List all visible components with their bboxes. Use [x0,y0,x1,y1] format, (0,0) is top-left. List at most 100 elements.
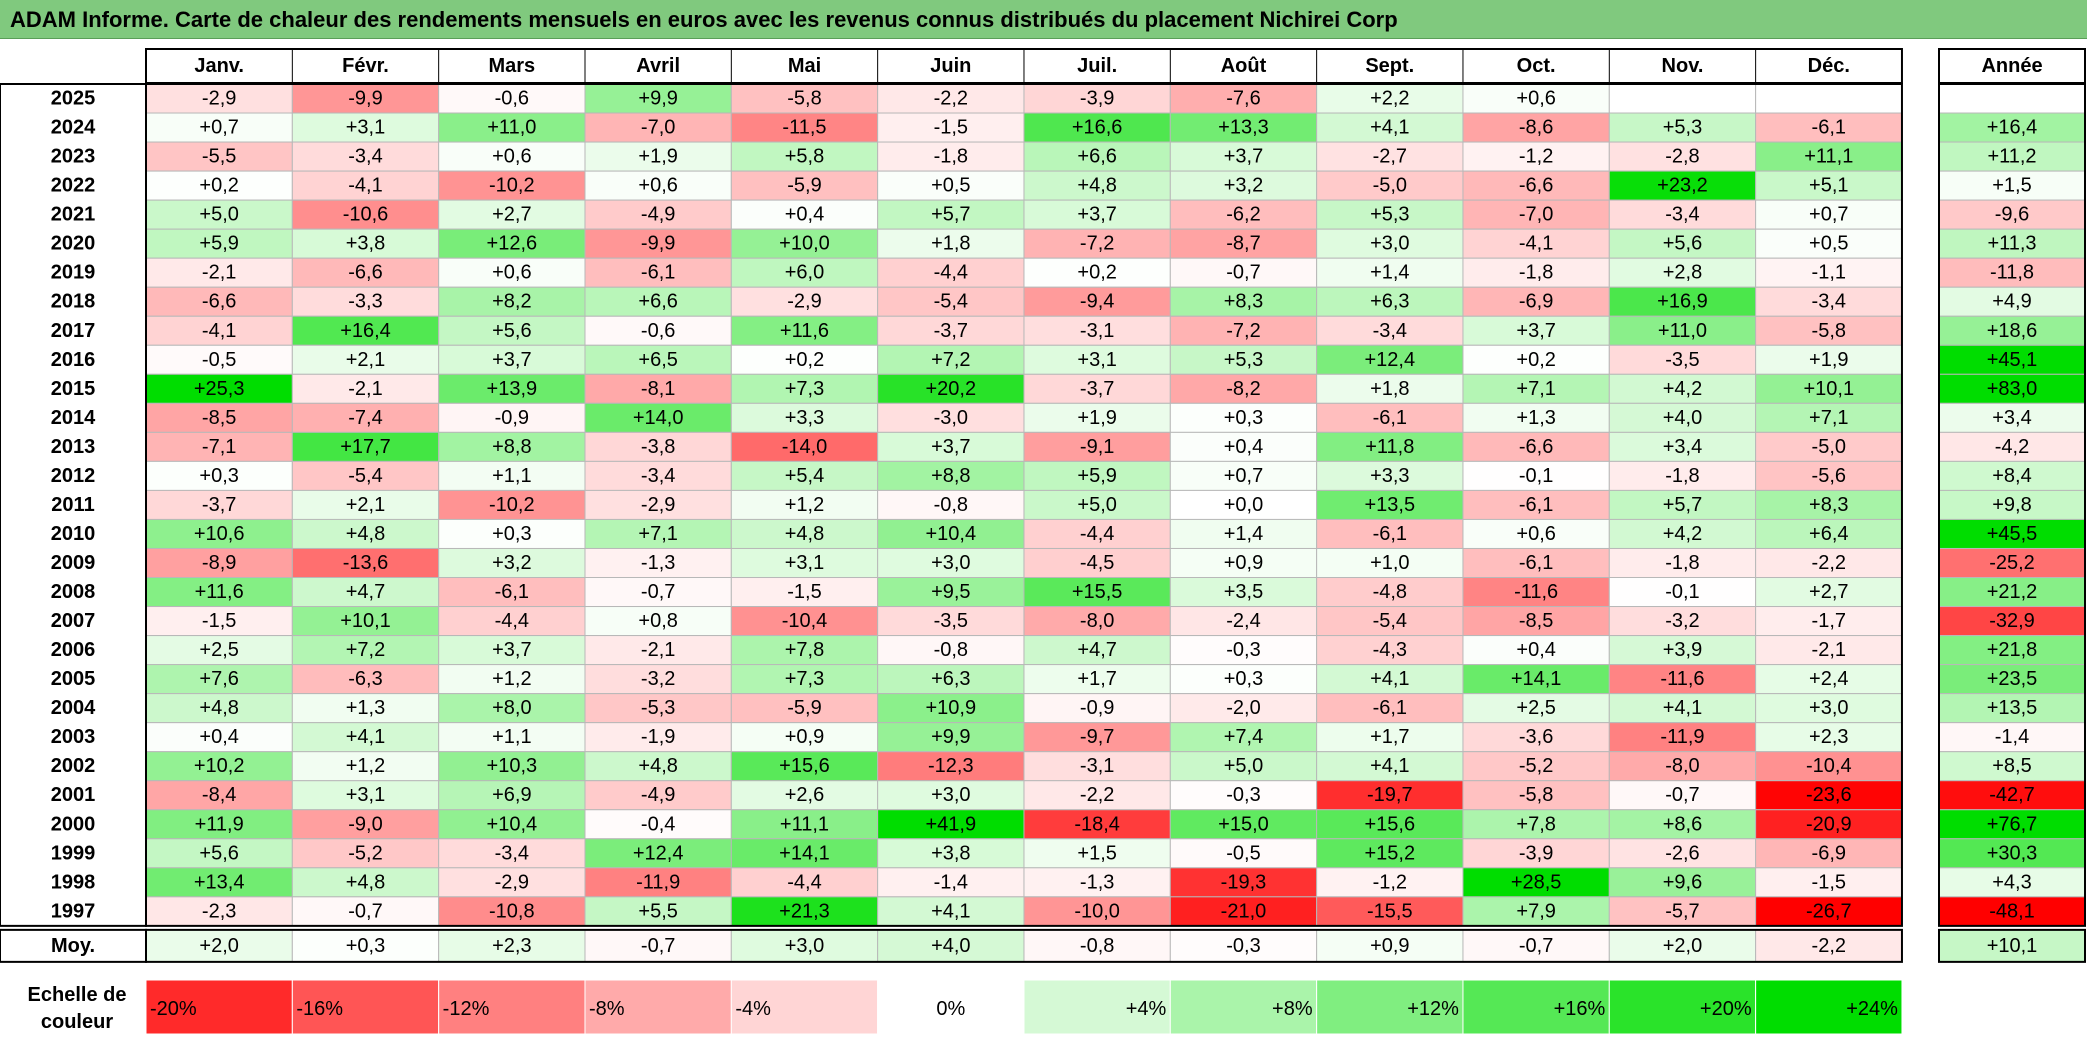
year-label: 2020 [51,233,96,255]
cell-value: +6,0 [785,262,824,284]
annual-value: +4,9 [1992,291,2031,313]
cell-value: -3,4 [1373,320,1407,342]
average-frame [145,928,1903,963]
cell-value: -3,5 [1665,349,1699,371]
year-label: 2002 [51,755,96,777]
cell-value: -8,2 [1226,378,1260,400]
cell-value: -0,9 [495,407,529,429]
cell-value: -2,9 [202,88,236,110]
month-header: Juin [930,55,971,77]
cell-value: +0,6 [1516,523,1555,545]
cell-value: +13,9 [487,378,538,400]
cell-value: +1,8 [931,233,970,255]
cell-value: -0,8 [934,639,968,661]
heatmap-cell [1755,780,1903,811]
heatmap-cell [1169,228,1318,259]
heatmap-cell [877,838,1025,869]
cell-value: -6,6 [1519,175,1553,197]
heatmap-cell [1169,838,1318,869]
cell-value: +6,5 [638,349,677,371]
cell-value: +16,9 [1657,291,1708,313]
cell-value: +2,8 [1663,262,1702,284]
heatmap-cell [291,286,440,317]
cell-value: -2,2 [1812,552,1846,574]
cell-value: -7,1 [202,436,236,458]
cell-value: -6,9 [1519,291,1553,313]
cell-value: -1,3 [641,552,675,574]
year-label: 2019 [51,262,96,284]
heatmap-cell [1169,751,1318,782]
cell-value: -1,8 [934,146,968,168]
heatmap-cell [1316,867,1464,898]
heatmap-cell [1608,780,1757,811]
cell-value: -9,9 [348,88,382,110]
heatmap-cell [438,780,586,811]
cell-value: +1,1 [492,726,531,748]
average-value: +0,3 [346,935,385,957]
heatmap-cell [291,431,440,462]
cell-value: -20,9 [1806,813,1852,835]
heatmap-cell [877,751,1025,782]
cell-value: +11,9 [195,813,244,835]
heatmap-cell [877,83,1025,114]
average-cell [730,929,879,963]
cell-value: +6,3 [1370,291,1409,313]
heatmap-cell [1462,141,1610,172]
scale-label: -20% [150,998,197,1020]
cell-value: +1,9 [1077,407,1116,429]
heatmap-cell [730,780,879,811]
cell-value: +5,7 [931,204,970,226]
year-label: 2008 [51,581,96,603]
cell-value: +1,1 [492,465,531,487]
heatmap-cell [877,635,1025,666]
heatmap-cell [1169,896,1318,927]
heatmap-cell [1316,693,1464,724]
cell-value: -8,1 [641,378,675,400]
heatmap-cell [291,693,440,724]
month-header: Avril [636,55,680,77]
cell-value: +9,9 [931,726,970,748]
heatmap-cell [145,257,293,288]
year-label: 1999 [51,842,96,864]
heatmap-cell [291,257,440,288]
heatmap-cell [1169,809,1318,840]
heatmap-cell [1316,199,1464,230]
cell-value: +0,6 [638,175,677,197]
cell-value: -6,1 [641,262,675,284]
cell-value: +10,1 [1803,378,1854,400]
heatmap-cell [291,896,440,927]
heatmap-cell [145,199,293,230]
year-label: 2023 [51,146,96,168]
annual-cell [1938,722,2086,753]
cell-value: -8,0 [1080,610,1114,632]
cell-value: +5,6 [492,320,531,342]
cell-value: -0,7 [1665,784,1699,806]
cell-value: -3,7 [202,494,236,516]
annual-value: +18,6 [1987,320,2038,342]
cell-value: -3,5 [934,610,968,632]
year-label: 2004 [51,697,96,719]
cell-value: -7,0 [1519,204,1553,226]
cell-value: +15,2 [1365,842,1416,864]
heatmap-cell [584,577,732,608]
heatmap-cell [584,83,732,114]
heatmap-cell [1316,228,1464,259]
cell-value: -3,0 [934,407,968,429]
heatmap-cell [1755,199,1903,230]
cell-value: +8,8 [492,436,531,458]
cell-value: +3,7 [492,349,531,371]
cell-value: -26,7 [1806,900,1852,922]
average-value: +2,0 [1663,935,1702,957]
heatmap-cell [145,373,293,404]
cell-value: +1,2 [346,755,385,777]
heatmap-cell [1169,344,1318,375]
year-label: 2012 [51,465,96,487]
cell-value: +5,3 [1224,349,1263,371]
annual-value: +8,5 [1992,755,2031,777]
heatmap-cell [1169,547,1318,579]
average-cell [1608,929,1757,963]
cell-value: +5,1 [1809,175,1848,197]
heatmap-cell [1608,635,1757,666]
cell-value: +3,4 [1663,436,1702,458]
